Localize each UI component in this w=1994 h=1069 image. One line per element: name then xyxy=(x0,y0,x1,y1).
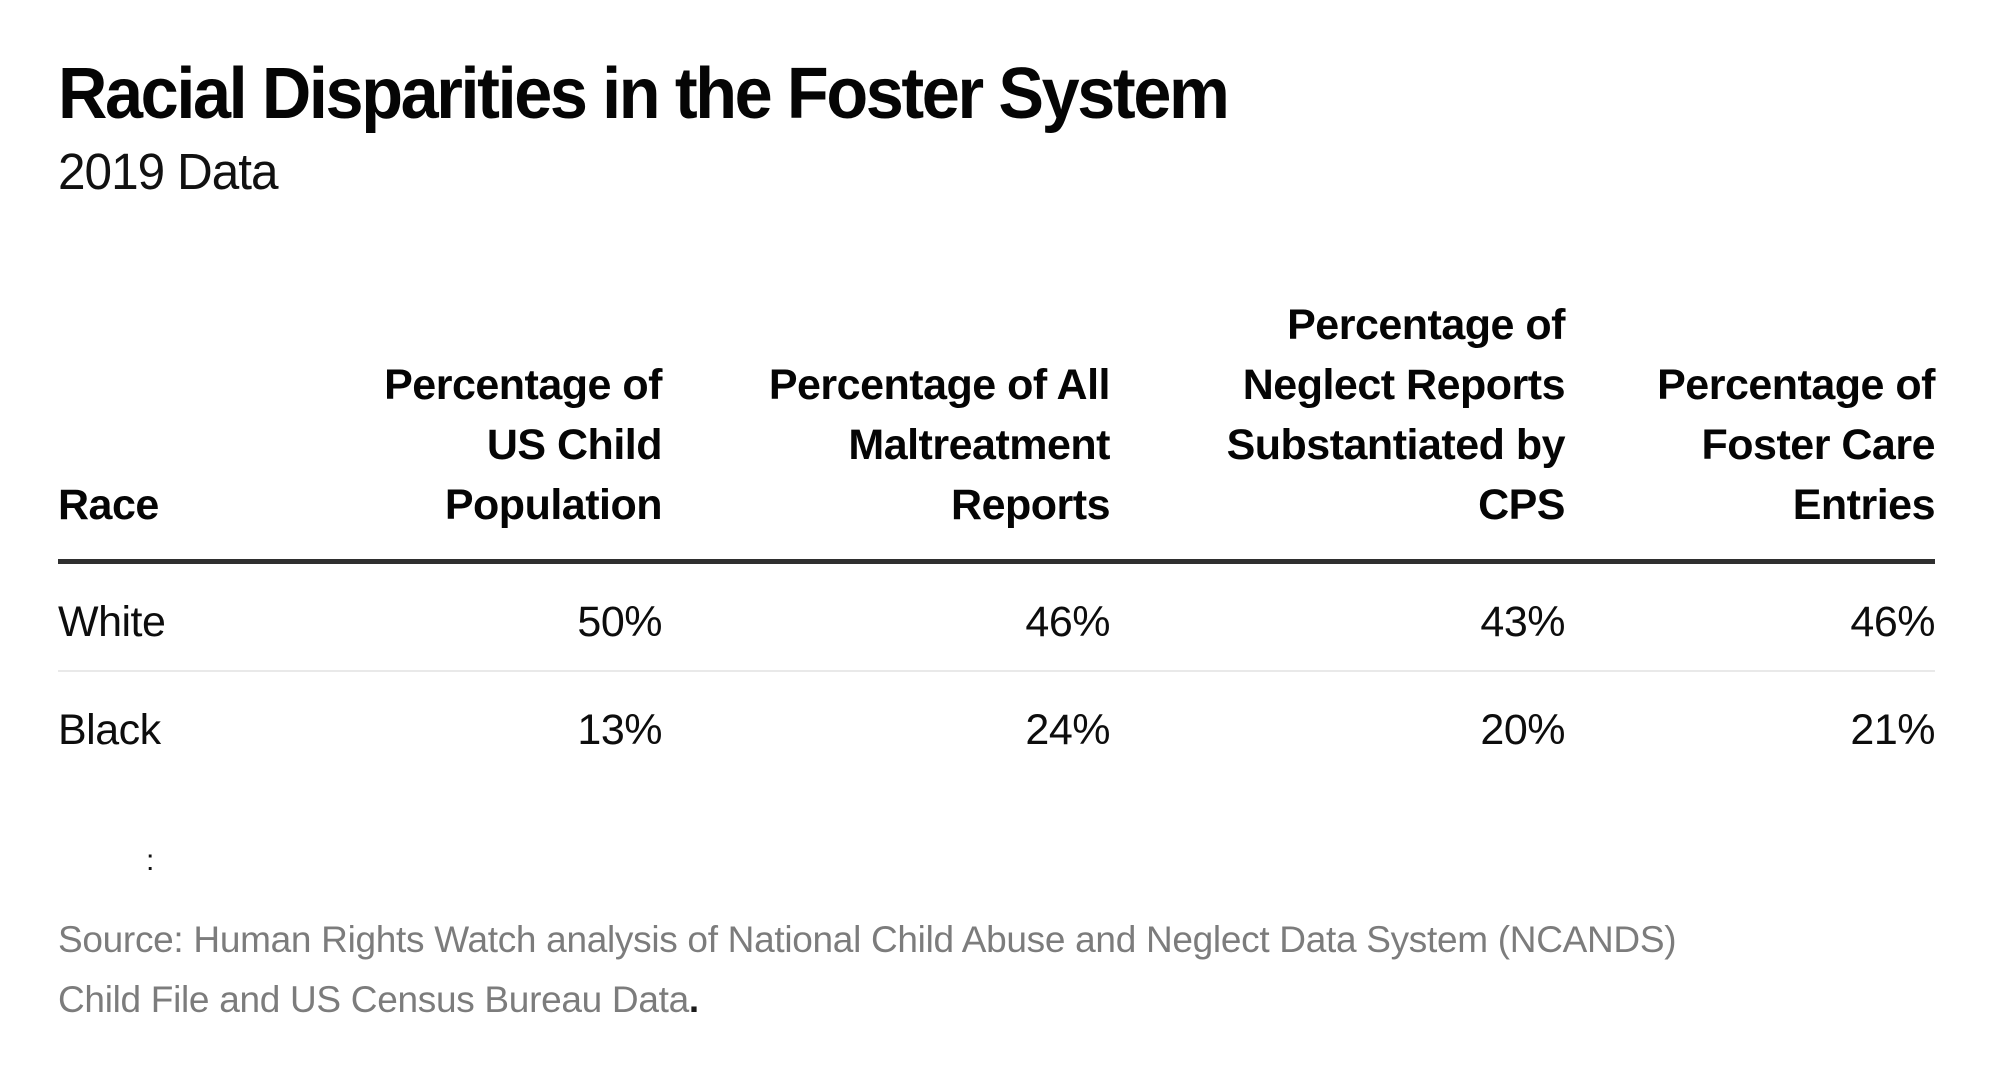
value-maltreatment-reports: 24% xyxy=(1025,706,1110,754)
column-header-maltreatment-reports: Percentage of All Maltreatment Reports xyxy=(662,295,1111,564)
race-label: Black xyxy=(58,706,161,754)
table-body: White 50% 46% 43% 46% Black 13% 24% 20% … xyxy=(58,561,1936,779)
race-label: White xyxy=(58,561,208,672)
column-header-foster-care-entries: Percentage of Foster Care Entries xyxy=(1565,295,1936,564)
value-us-child-population: 50% xyxy=(208,561,663,672)
source-note: Source: Human Rights Watch analysis of N… xyxy=(58,910,1738,1030)
value-foster-care-entries: 46% xyxy=(1565,561,1936,672)
stray-colon-text: : xyxy=(146,844,155,877)
source-note-text: Source: Human Rights Watch analysis of N… xyxy=(58,919,1677,1020)
value-maltreatment-reports: 46% xyxy=(662,561,1111,672)
value-neglect-substantiated-cps: 43% xyxy=(1110,561,1566,672)
table-header-row: Race Percentage of US Child Population P… xyxy=(58,295,1936,564)
column-header-us-child-population: Percentage of US Child Population xyxy=(208,295,663,564)
table-row-white: White 50% 46% 43% 46% xyxy=(58,561,1936,672)
page-title: Racial Disparities in the Foster System xyxy=(58,54,1230,134)
racial-disparities-table: Race Percentage of US Child Population P… xyxy=(58,295,1936,779)
value-neglect-substantiated-cps: 20% xyxy=(1480,706,1565,754)
page-subtitle: 2019 Data xyxy=(58,143,279,200)
table-header: Race Percentage of US Child Population P… xyxy=(58,295,1936,564)
column-header-race: Race xyxy=(58,295,208,564)
column-header-neglect-substantiated-cps: Percentage of Neglect Reports Substantia… xyxy=(1110,295,1566,564)
source-note-period: . xyxy=(688,979,699,1020)
table-row-black: Black 13% 24% 20% 21% xyxy=(58,671,1936,778)
value-foster-care-entries: 21% xyxy=(1850,706,1935,754)
value-us-child-population: 13% xyxy=(577,706,662,754)
